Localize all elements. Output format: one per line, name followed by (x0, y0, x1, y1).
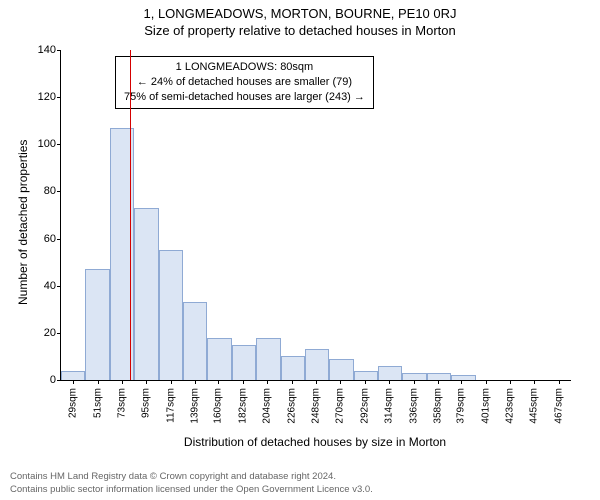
x-tick-mark (559, 380, 560, 384)
histogram-bar (354, 371, 378, 380)
y-tick-label: 140 (26, 44, 56, 56)
x-tick-label: 95sqm (141, 388, 152, 418)
footer-line-2: Contains public sector information licen… (10, 484, 373, 496)
x-tick-mark (292, 380, 293, 384)
x-tick-label: 379sqm (456, 388, 467, 424)
x-tick-mark (534, 380, 535, 384)
x-tick-mark (98, 380, 99, 384)
x-tick-label: 401sqm (480, 388, 491, 424)
x-tick-label: 467sqm (553, 388, 564, 424)
y-tick-mark (57, 286, 61, 287)
property-marker-line (130, 50, 131, 380)
x-tick-label: 117sqm (165, 388, 176, 423)
footer-line-1: Contains HM Land Registry data © Crown c… (10, 471, 373, 483)
x-tick-label: 160sqm (213, 388, 224, 424)
histogram-bar (378, 366, 402, 380)
title-line-2: Size of property relative to detached ho… (0, 21, 600, 38)
x-tick-label: 29sqm (68, 388, 79, 418)
x-tick-label: 358sqm (432, 388, 443, 424)
x-tick-label: 248sqm (311, 388, 322, 424)
x-tick-mark (316, 380, 317, 384)
x-tick-mark (486, 380, 487, 384)
y-tick-mark (57, 97, 61, 98)
x-tick-mark (243, 380, 244, 384)
histogram-bar (427, 373, 451, 380)
histogram-bar (329, 359, 353, 380)
y-tick-mark (57, 380, 61, 381)
x-tick-label: 270sqm (335, 388, 346, 424)
histogram-bar (451, 375, 475, 380)
y-tick-label: 60 (26, 233, 56, 245)
y-tick-mark (57, 239, 61, 240)
y-tick-label: 80 (26, 185, 56, 197)
x-tick-mark (73, 380, 74, 384)
footer-credits: Contains HM Land Registry data © Crown c… (10, 471, 373, 496)
x-tick-label: 445sqm (529, 388, 540, 424)
histogram-bar (85, 269, 109, 380)
histogram-bar (232, 345, 256, 380)
histogram-bar (61, 371, 85, 380)
histogram-bar (256, 338, 280, 380)
x-tick-label: 182sqm (237, 388, 248, 424)
histogram-bar (402, 373, 426, 380)
x-tick-label: 314sqm (384, 388, 395, 424)
x-tick-label: 204sqm (262, 388, 273, 424)
y-tick-label: 100 (26, 138, 56, 150)
x-tick-mark (171, 380, 172, 384)
x-tick-mark (510, 380, 511, 384)
histogram-bar (305, 349, 329, 380)
y-tick-mark (57, 333, 61, 334)
x-tick-label: 139sqm (190, 388, 201, 424)
x-tick-mark (340, 380, 341, 384)
x-tick-mark (146, 380, 147, 384)
y-tick-label: 0 (26, 374, 56, 386)
x-tick-mark (122, 380, 123, 384)
x-tick-label: 226sqm (286, 388, 297, 424)
x-axis-label: Distribution of detached houses by size … (60, 435, 570, 449)
y-tick-label: 40 (26, 280, 56, 292)
histogram-bar (207, 338, 231, 380)
x-tick-label: 51sqm (92, 388, 103, 418)
x-tick-mark (267, 380, 268, 384)
x-tick-label: 336sqm (408, 388, 419, 424)
x-tick-mark (195, 380, 196, 384)
chart-container: 1, LONGMEADOWS, MORTON, BOURNE, PE10 0RJ… (0, 0, 600, 500)
title-line-1: 1, LONGMEADOWS, MORTON, BOURNE, PE10 0RJ (0, 0, 600, 21)
histogram-bar (281, 356, 305, 380)
y-tick-label: 20 (26, 327, 56, 339)
y-tick-mark (57, 144, 61, 145)
y-tick-mark (57, 191, 61, 192)
x-tick-label: 73sqm (116, 388, 127, 418)
x-tick-mark (389, 380, 390, 384)
plot-region: 02040608010012014029sqm51sqm73sqm95sqm11… (60, 50, 571, 381)
x-tick-label: 423sqm (505, 388, 516, 424)
x-tick-mark (461, 380, 462, 384)
x-tick-mark (365, 380, 366, 384)
x-tick-mark (438, 380, 439, 384)
histogram-bar (159, 250, 183, 380)
x-tick-mark (414, 380, 415, 384)
y-tick-mark (57, 50, 61, 51)
chart-area: 02040608010012014029sqm51sqm73sqm95sqm11… (60, 50, 570, 380)
y-axis-label: Number of detached properties (16, 140, 30, 305)
histogram-bar (183, 302, 207, 380)
histogram-bar (134, 208, 158, 380)
y-tick-label: 120 (26, 91, 56, 103)
x-tick-label: 292sqm (359, 388, 370, 424)
x-tick-mark (218, 380, 219, 384)
